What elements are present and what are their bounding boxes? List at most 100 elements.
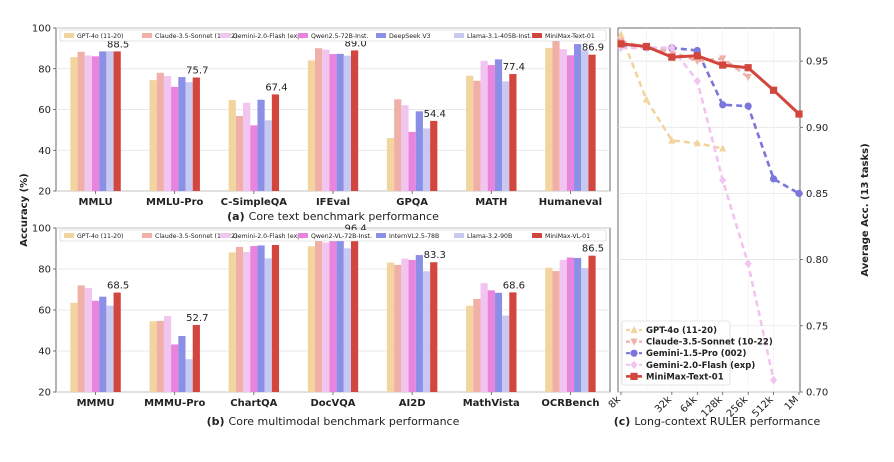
legend-swatch-qwen2-5-72b-inst xyxy=(298,33,308,38)
legend-label-llama-3-1-405b-inst: Llama-3.1-405B-Inst. xyxy=(467,33,532,40)
legend-swatch-gemini-2-0-flash-exp xyxy=(220,233,230,238)
bar-c-simpleqa-qwen2-5-72b-inst xyxy=(250,125,257,191)
bar-mmlu-pro-gpt-4o-11-20 xyxy=(150,80,157,191)
y-tick-label-40: 40 xyxy=(38,347,51,358)
bar-mmmu-llama-3-2-90b xyxy=(106,306,113,392)
bar-c-simpleqa-claude-3-5-sonnet-10-22 xyxy=(236,116,243,191)
bar-gpqa-llama-3-1-405b-inst xyxy=(423,128,430,191)
c-y-tick-label-4: 0.90 xyxy=(806,123,828,134)
bar-mmlu-gemini-2-0-flash-exp xyxy=(85,56,92,191)
bar-mathvista-internvl2-5-78b xyxy=(495,293,502,392)
value-label-c-simpleqa: 67.4 xyxy=(265,82,287,93)
value-label-mmmu: 68.5 xyxy=(107,281,129,292)
value-label-mmmu-pro: 52.7 xyxy=(186,313,208,324)
bar-mmmu-qwen2-vl-72b-inst xyxy=(92,301,99,392)
line-gemini-1-5-pro-002 xyxy=(621,45,799,193)
y-tick-label-80: 80 xyxy=(38,265,51,276)
legend-swatch-claude-3-5-sonnet-10-22 xyxy=(142,33,152,38)
bar-ai2d-gpt-4o-11-20 xyxy=(387,263,394,392)
legend-swatch-minimax-text-01 xyxy=(532,33,542,38)
marker-minimax-text-01-32k xyxy=(668,54,675,61)
y-tick-label-20: 20 xyxy=(38,187,51,198)
bar-mmlu-pro-qwen2-5-72b-inst xyxy=(171,87,178,191)
bar-mathvista-gpt-4o-11-20 xyxy=(466,306,473,392)
panel-b-categories: MMMU MMMU-Pro ChartQA DocVQA AI2D MathVista OC… xyxy=(77,392,600,409)
category-label-gpqa: GPQA xyxy=(396,197,428,208)
bar-humaneval-claude-3-5-sonnet-10-22 xyxy=(552,41,559,191)
bar-ocrbench-llama-3-2-90b xyxy=(581,268,588,392)
marker-minimax-text-01-8k xyxy=(617,40,624,47)
bar-math-claude-3-5-sonnet-10-22 xyxy=(473,81,480,191)
bar-mmmu-gemini-2-0-flash-exp xyxy=(85,288,92,392)
marker-minimax-text-01-128k xyxy=(719,61,726,68)
bar-humaneval-llama-3-1-405b-inst xyxy=(581,50,588,191)
category-label-ocrbench: OCRBench xyxy=(541,398,599,409)
value-label-ocrbench: 86.5 xyxy=(582,244,604,255)
bar-humaneval-deepseek-v3 xyxy=(574,44,581,191)
bar-docvqa-llama-3-2-90b xyxy=(344,248,351,392)
c-y-tick-label-3: 0.85 xyxy=(806,189,828,200)
legend-label-gpt-4o-11-20: GPT-4o (11-20) xyxy=(77,33,123,40)
bar-chartqa-claude-3-5-sonnet-10-22 xyxy=(236,247,243,392)
bar-ocrbench-qwen2-vl-72b-inst xyxy=(567,258,574,392)
marker-minimax-text-01-1m xyxy=(795,110,802,117)
bar-mmlu-pro-minimax-text-01 xyxy=(193,78,200,191)
bar-mathvista-claude-3-5-sonnet-10-22 xyxy=(473,299,480,392)
bar-chartqa-minimax-vl-01 xyxy=(272,245,279,392)
bar-ai2d-qwen2-vl-72b-inst xyxy=(409,260,416,392)
bar-ai2d-claude-3-5-sonnet-10-22 xyxy=(394,265,401,392)
marker-claude-3-5-sonnet-10-22-256k xyxy=(745,74,752,81)
legend-label-deepseek-v3: DeepSeek V3 xyxy=(389,33,431,40)
bar-math-llama-3-1-405b-inst xyxy=(502,81,509,191)
legend-swatch-deepseek-v3 xyxy=(376,33,386,38)
value-label-humaneval: 86.9 xyxy=(582,43,604,54)
bar-ifeval-gpt-4o-11-20 xyxy=(308,60,315,191)
bar-docvqa-gemini-2-0-flash-exp xyxy=(322,243,329,392)
marker-gemini-2-0-flash-exp-256k xyxy=(745,259,752,267)
c-legend-label-claude-3-5-sonnet-10-22: Claude-3.5-Sonnet (10-22) xyxy=(646,338,773,348)
bar-mmlu-deepseek-v3 xyxy=(99,51,106,191)
legend-swatch-llama-3-2-90b xyxy=(454,233,464,238)
legend-label-internvl2-5-78b: InternVL2.5-78B xyxy=(389,233,439,240)
bar-ai2d-minimax-vl-01 xyxy=(430,262,437,392)
category-label-c-simpleqa: C-SimpleQA xyxy=(221,197,288,208)
panel-c-caption: (c) Long-context RULER performance xyxy=(614,415,821,428)
c-x-tick-label-8k: 8k xyxy=(607,394,624,411)
bar-humaneval-gpt-4o-11-20 xyxy=(545,48,552,191)
bar-ifeval-deepseek-v3 xyxy=(337,54,344,191)
marker-minimax-text-01-16k xyxy=(643,43,650,50)
panel-b-caption-label: (b) xyxy=(207,415,225,428)
bar-mmlu-llama-3-1-405b-inst xyxy=(106,51,113,191)
bar-mathvista-gemini-2-0-flash-exp xyxy=(480,283,487,392)
bar-gpqa-claude-3-5-sonnet-10-22 xyxy=(394,99,401,191)
legend-swatch-llama-3-1-405b-inst xyxy=(454,33,464,38)
bar-math-minimax-text-01 xyxy=(509,74,516,191)
bar-gpqa-minimax-text-01 xyxy=(430,121,437,191)
legend-label-gpt-4o-11-20: GPT-4o (11-20) xyxy=(77,233,123,240)
legend-label-minimax-text-01: MiniMax-Text-01 xyxy=(545,33,595,40)
y-tick-label-80: 80 xyxy=(38,64,51,75)
legend-label-qwen2-vl-72b-inst: Qwen2-VL-72B-Inst. xyxy=(311,233,372,240)
bar-ocrbench-minimax-vl-01 xyxy=(588,256,595,392)
category-label-math: MATH xyxy=(475,197,507,208)
category-label-mmlu: MMLU xyxy=(79,197,113,208)
bar-mmmu-pro-qwen2-vl-72b-inst xyxy=(171,344,178,392)
legend-swatch-minimax-vl-01 xyxy=(532,233,542,238)
y-tick-label-60: 60 xyxy=(38,105,51,116)
bar-gpqa-qwen2-5-72b-inst xyxy=(409,132,416,191)
c-x-tick-label-32k: 32k xyxy=(653,394,674,415)
bar-chartqa-gemini-2-0-flash-exp xyxy=(243,252,250,392)
bar-chartqa-qwen2-vl-72b-inst xyxy=(250,246,257,392)
legend-label-gemini-2-0-flash-exp: Gemini-2.0-Flash (exp) xyxy=(233,233,304,240)
marker-minimax-text-01-512k xyxy=(770,87,777,94)
marker-gemini-1-5-pro-002-128k xyxy=(719,101,726,108)
bar-math-qwen2-5-72b-inst xyxy=(488,65,495,191)
y-tick-label-60: 60 xyxy=(38,306,51,317)
panel-c-legend: GPT-4o (11-20)Claude-3.5-Sonnet (10-22)G… xyxy=(622,321,773,385)
marker-gpt-4o-11-20-128k xyxy=(719,144,726,151)
bar-mmmu-minimax-vl-01 xyxy=(114,293,121,392)
marker-gemini-2-0-flash-exp-64k xyxy=(694,77,701,85)
bar-ifeval-minimax-text-01 xyxy=(351,50,358,191)
bar-c-simpleqa-minimax-text-01 xyxy=(272,94,279,191)
panel-b-bars xyxy=(70,234,595,392)
